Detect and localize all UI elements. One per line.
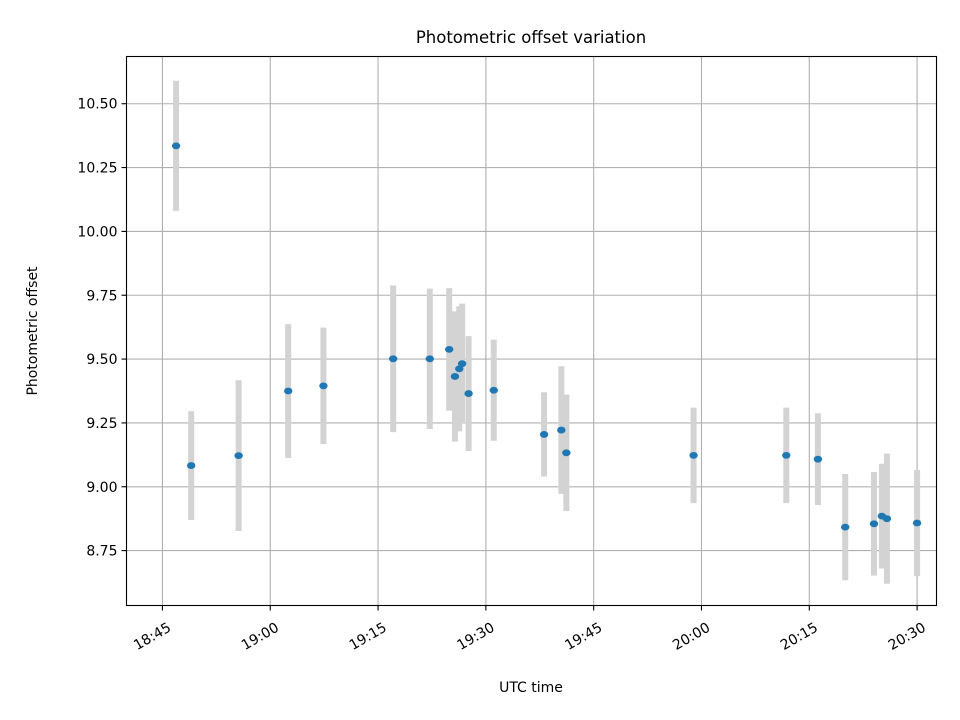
x-tick-label: 19:00: [239, 620, 282, 654]
y-tick-label: 9.50: [86, 352, 117, 368]
data-point: [539, 431, 549, 438]
x-tick-label: 20:00: [670, 620, 713, 654]
y-tick-label: 10.50: [77, 97, 117, 113]
data-point: [882, 515, 892, 523]
x-axis-label: UTC time: [499, 680, 563, 696]
y-axis: 8.75 9.00 9.25 9.50 9.75 10.00 10.25 10.50: [77, 97, 127, 560]
data-point: [425, 355, 435, 363]
data-point: [562, 449, 571, 457]
x-axis: 18:45 19:00 19:15 19:30 19:45 20:00 20:15 20:30: [131, 605, 929, 654]
x-tick-label: 19:15: [347, 620, 390, 654]
y-tick-label: 9.75: [86, 288, 117, 304]
data-point: [489, 386, 498, 394]
x-tick-label: 18:45: [131, 620, 174, 654]
data-point: [782, 451, 791, 459]
data-point: [557, 426, 566, 434]
data-point: [464, 390, 473, 397]
chart-title: Photometric offset variation: [416, 28, 646, 47]
data-point: [457, 360, 467, 368]
data-point: [813, 455, 823, 463]
error-bars: [173, 80, 921, 584]
data-point: [689, 451, 698, 459]
data-point: [445, 345, 454, 353]
x-tick-label: 20:15: [778, 620, 821, 654]
data-point: [319, 382, 328, 390]
data-point: [284, 387, 293, 395]
y-tick-label: 10.00: [77, 224, 117, 240]
data-point: [912, 519, 922, 527]
y-tick-label: 9.25: [86, 416, 117, 432]
data-point: [186, 462, 196, 469]
data-point: [388, 355, 398, 363]
x-tick-label: 19:30: [455, 620, 498, 654]
y-axis-label: Photometric offset: [25, 266, 41, 396]
data-point: [841, 523, 850, 531]
x-tick-label: 19:45: [562, 620, 605, 654]
data-point: [869, 520, 879, 528]
data-point: [455, 365, 464, 373]
data-points: [171, 142, 922, 531]
data-point: [171, 142, 181, 150]
y-tick-label: 8.75: [86, 544, 117, 560]
x-tick-label: 20:30: [886, 620, 929, 654]
data-point: [450, 373, 460, 380]
y-tick-label: 10.25: [77, 161, 117, 177]
plot-frame: [125, 55, 938, 607]
grid-lines: [126, 56, 937, 606]
y-tick-label: 9.00: [86, 480, 117, 496]
data-point: [234, 452, 243, 460]
